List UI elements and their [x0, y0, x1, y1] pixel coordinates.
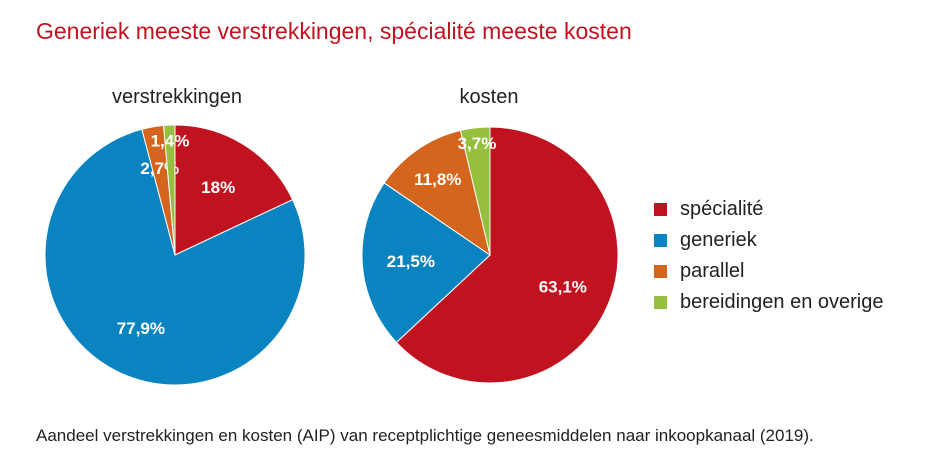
legend-item-bereidingen: bereidingen en overige	[654, 287, 884, 318]
pie-title-verstrekkingen: verstrekkingen	[111, 86, 243, 108]
legend-label-specialite: spécialité	[680, 198, 764, 220]
pie-slice-1-specialite	[395, 126, 619, 384]
pie-label-1-parallel: 11,8%	[414, 170, 461, 189]
pie-slice-1-bereidingen	[459, 126, 491, 256]
legend-label-bereidingen: bereidingen en overige	[680, 291, 884, 313]
legend-item-specialite: spécialité	[654, 194, 884, 225]
pie-label-1-specialite: 63,1%	[539, 278, 587, 297]
chart-title: Generiek meeste verstrekkingen, spéciali…	[36, 18, 632, 44]
figure-caption: Aandeel verstrekkingen en kosten (AIP) v…	[36, 426, 814, 445]
legend-swatch-bereidingen	[654, 296, 667, 309]
legend-swatch-specialite	[654, 203, 667, 216]
pie-label-1-generiek: 21,5%	[387, 252, 435, 271]
pie-label-0-specialite: 18%	[201, 178, 235, 197]
legend-label-parallel: parallel	[680, 260, 745, 282]
pie-label-0-generiek: 77,9%	[117, 319, 165, 338]
pie-slice-0-specialite	[174, 124, 294, 256]
pie-slice-0-generiek	[44, 128, 306, 386]
legend-swatch-generiek	[654, 234, 667, 247]
pie-slice-0-bereidingen	[163, 124, 176, 256]
legend-swatch-parallel	[654, 265, 667, 278]
pie-title-kosten: kosten	[459, 86, 519, 108]
legend-item-generiek: generiek	[654, 225, 884, 256]
pie-slice-1-parallel	[383, 129, 491, 257]
legend-label-generiek: generiek	[680, 229, 757, 251]
legend-item-parallel: parallel	[654, 256, 884, 287]
pie-slice-1-generiek	[361, 182, 491, 344]
pie-label-0-bereidingen: 1,4%	[151, 132, 190, 151]
legend: spécialité generiek parallel bereidingen…	[654, 194, 884, 318]
pie-label-1-bereidingen: 3,7%	[458, 134, 497, 153]
